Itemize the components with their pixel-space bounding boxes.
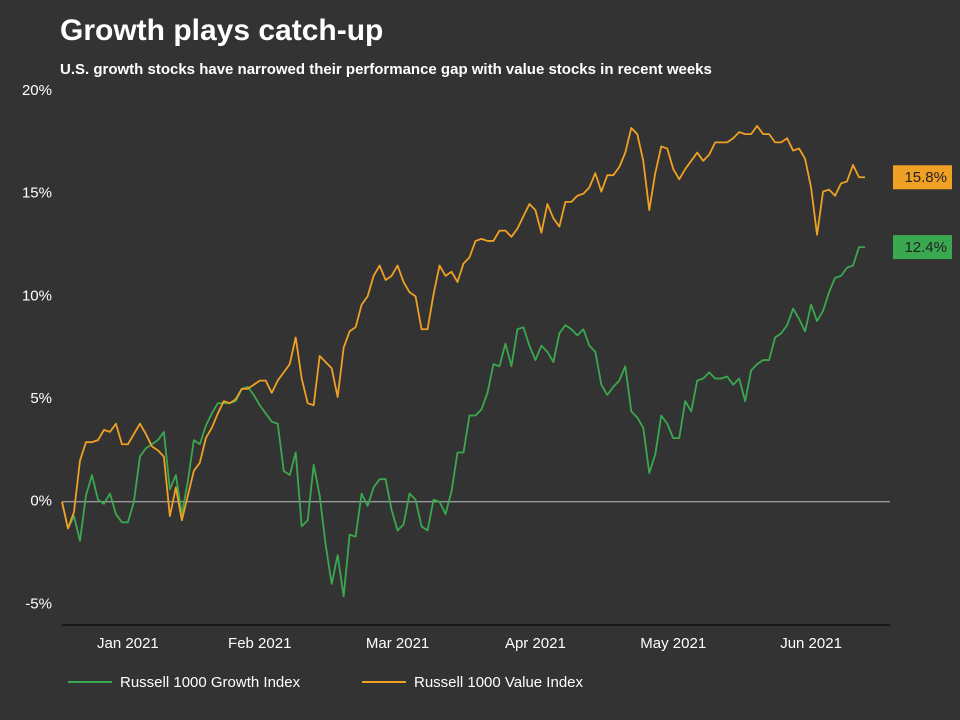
y-tick-label: -5% (25, 595, 52, 612)
legend-label: Russell 1000 Growth Index (120, 674, 301, 691)
y-tick-label: 10% (22, 287, 52, 304)
x-tick-label: Mar 2021 (366, 635, 429, 652)
series-line (61, 125, 865, 530)
end-label: 12.4% (904, 239, 947, 256)
end-label: 15.8% (904, 169, 947, 186)
y-tick-label: 5% (30, 390, 52, 407)
x-tick-label: Feb 2021 (228, 635, 291, 652)
chart-title: Growth plays catch-up (60, 14, 383, 47)
x-tick-label: Apr 2021 (505, 635, 566, 652)
x-tick-label: May 2021 (640, 635, 706, 652)
end-label-box (893, 235, 952, 260)
end-label-box (893, 165, 952, 190)
y-tick-label: 0% (30, 493, 52, 510)
legend-label: Russell 1000 Value Index (414, 674, 583, 691)
x-tick-label: Jan 2021 (97, 635, 159, 652)
x-tick-label: Jun 2021 (780, 635, 842, 652)
y-tick-label: 15% (22, 185, 52, 202)
y-tick-label: 20% (22, 82, 52, 99)
series-line (61, 246, 865, 598)
chart-subtitle: U.S. growth stocks have narrowed their p… (60, 61, 712, 78)
